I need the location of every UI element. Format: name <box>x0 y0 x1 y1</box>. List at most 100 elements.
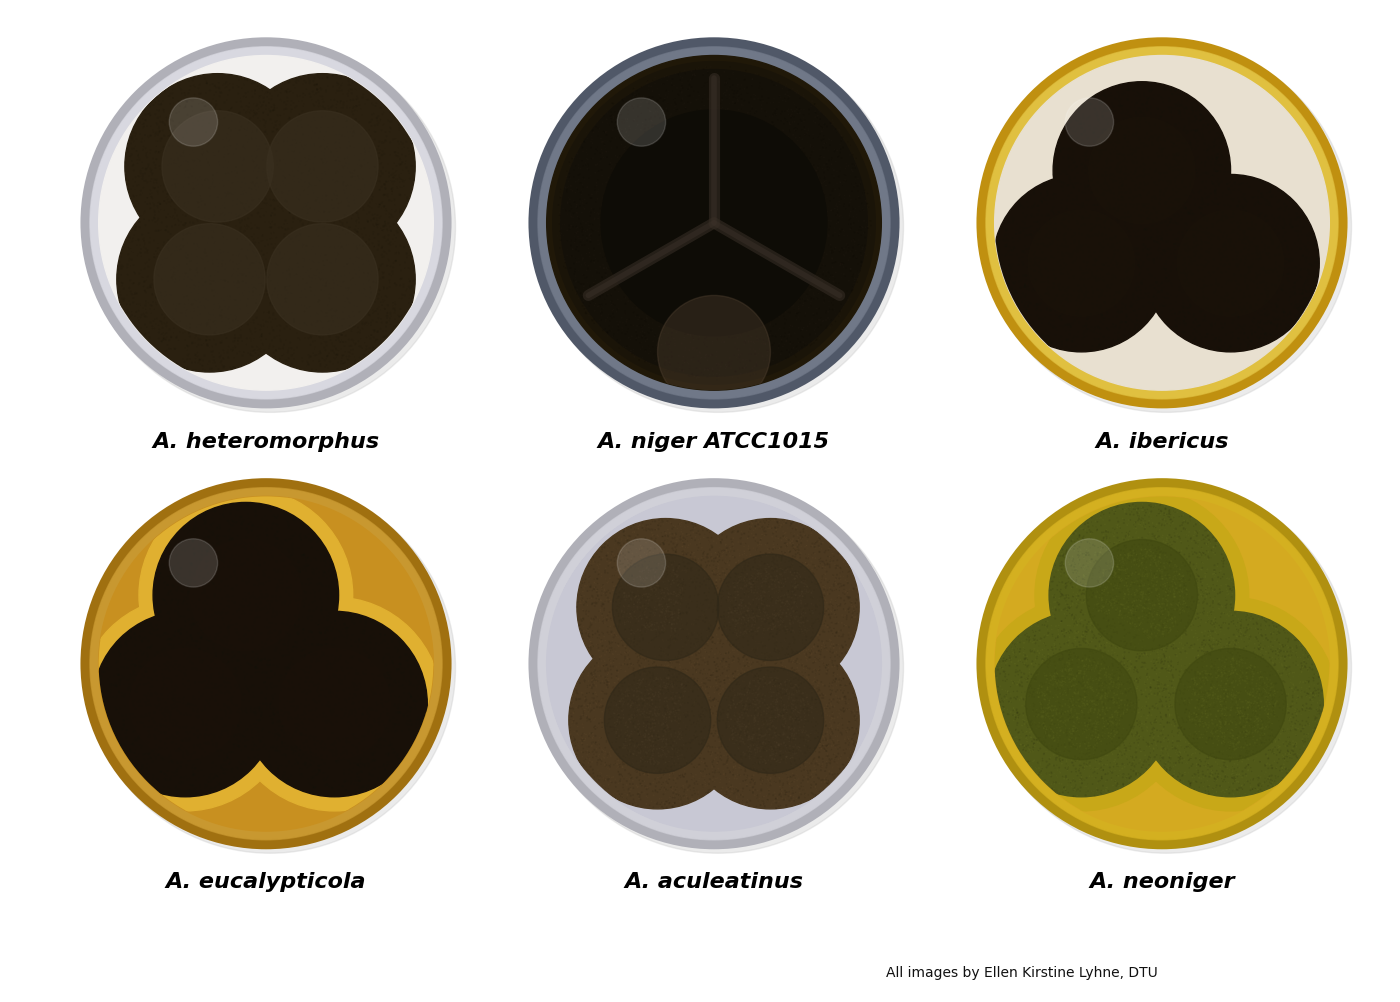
Point <box>209 566 231 582</box>
Point <box>746 646 769 662</box>
Point <box>725 605 748 621</box>
Point <box>1039 710 1061 726</box>
Point <box>190 762 213 778</box>
Point <box>1184 124 1207 140</box>
Point <box>1123 695 1145 711</box>
Point <box>637 781 659 797</box>
Point <box>752 734 774 750</box>
Point <box>599 758 622 774</box>
Point <box>697 729 720 745</box>
Point <box>1254 652 1277 668</box>
Point <box>1079 184 1102 200</box>
Point <box>753 739 776 756</box>
Point <box>704 725 727 741</box>
Point <box>718 662 741 678</box>
Point <box>645 657 668 673</box>
Point <box>1028 202 1050 218</box>
Point <box>259 601 281 617</box>
Point <box>1145 139 1168 155</box>
Point <box>598 531 620 547</box>
Point <box>694 314 717 330</box>
Point <box>1158 215 1180 231</box>
Point <box>1250 261 1273 277</box>
Point <box>749 679 771 695</box>
Point <box>1177 184 1200 200</box>
Point <box>1285 643 1308 659</box>
Point <box>671 670 693 686</box>
Point <box>1177 731 1200 747</box>
Point <box>251 185 273 201</box>
Point <box>137 701 160 717</box>
Point <box>119 676 141 692</box>
Point <box>1305 713 1327 729</box>
Point <box>792 657 815 673</box>
Point <box>277 229 300 245</box>
Point <box>252 297 274 313</box>
Point <box>654 651 676 667</box>
Point <box>1183 248 1205 265</box>
Point <box>584 736 606 753</box>
Point <box>697 683 720 699</box>
Point <box>686 702 708 718</box>
Point <box>643 736 665 753</box>
Point <box>686 673 708 689</box>
Point <box>225 247 248 264</box>
Point <box>615 713 637 729</box>
Point <box>228 198 251 214</box>
Point <box>367 256 389 272</box>
Point <box>354 144 377 160</box>
Point <box>736 597 759 613</box>
Point <box>298 659 321 675</box>
Point <box>1126 563 1148 579</box>
Point <box>755 564 777 580</box>
Point <box>1092 675 1114 691</box>
Point <box>230 321 252 337</box>
Point <box>1102 778 1124 794</box>
Point <box>1190 582 1212 598</box>
Point <box>197 727 220 743</box>
Point <box>655 670 678 686</box>
Point <box>1284 681 1306 697</box>
Point <box>172 226 195 242</box>
Point <box>1106 684 1128 700</box>
Point <box>736 596 759 612</box>
Point <box>693 618 715 634</box>
Point <box>742 694 764 710</box>
Point <box>1208 342 1231 358</box>
Point <box>608 703 630 719</box>
Point <box>1093 172 1116 188</box>
Point <box>666 713 689 729</box>
Point <box>311 137 333 153</box>
Point <box>757 683 780 699</box>
Point <box>377 186 399 202</box>
Point <box>1030 767 1053 783</box>
Point <box>211 719 234 735</box>
Point <box>722 631 745 647</box>
Point <box>1280 192 1302 208</box>
Point <box>672 684 694 700</box>
Point <box>405 694 427 710</box>
Point <box>631 540 654 556</box>
Point <box>279 326 301 342</box>
Point <box>1064 284 1086 300</box>
Point <box>745 609 767 625</box>
Point <box>1022 630 1044 646</box>
Point <box>1023 769 1046 785</box>
Point <box>1226 720 1249 736</box>
Point <box>1159 192 1182 208</box>
Point <box>241 729 263 745</box>
Point <box>1299 689 1322 705</box>
Point <box>1098 578 1120 594</box>
Point <box>1128 636 1151 652</box>
Point <box>1172 197 1194 213</box>
Point <box>1163 136 1186 152</box>
Point <box>344 658 367 674</box>
Point <box>720 718 742 734</box>
Point <box>1161 564 1183 580</box>
Point <box>1114 634 1137 650</box>
Point <box>378 211 400 227</box>
Point <box>286 340 308 356</box>
Point <box>326 648 349 664</box>
Point <box>802 644 825 660</box>
Point <box>277 196 300 212</box>
